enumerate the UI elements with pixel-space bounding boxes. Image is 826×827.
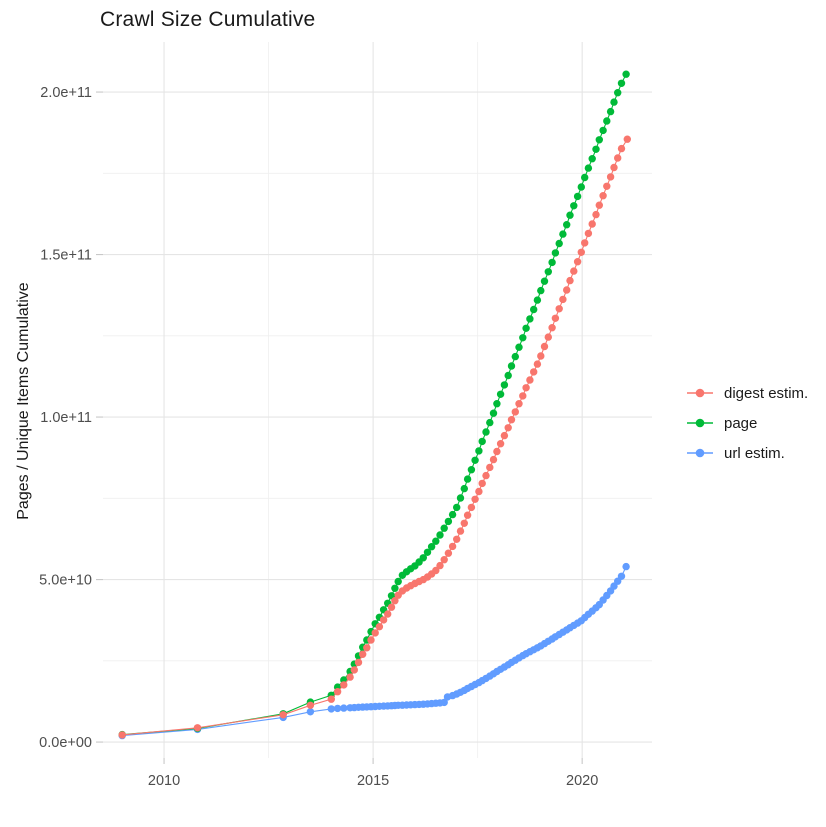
legend-label: digest estim.	[724, 384, 809, 402]
legend-item-url-estim: url estim.	[686, 438, 808, 468]
series-digest-estim	[118, 135, 631, 739]
legend-key-line-dot-icon	[687, 418, 713, 428]
y-tick-labels: 0.0e+00 5.0e+10 1.0e+11 1.5e+11 2.0e+11	[39, 85, 92, 751]
svg-text:2015: 2015	[357, 773, 389, 789]
svg-text:5.0e+10: 5.0e+10	[39, 573, 92, 589]
legend-key-line-dot-icon	[687, 448, 713, 458]
series-page	[118, 70, 630, 739]
legend-label: page	[724, 414, 758, 432]
legend-label: url estim.	[724, 444, 785, 462]
major-gridlines	[103, 42, 652, 758]
svg-text:2.0e+11: 2.0e+11	[40, 85, 92, 101]
svg-text:1.5e+11: 1.5e+11	[40, 248, 92, 264]
svg-text:2020: 2020	[566, 773, 598, 789]
minor-gridlines	[103, 42, 652, 758]
legend-item-page: page	[686, 408, 808, 438]
legend-key-line-dot-icon	[687, 388, 713, 398]
chart-title: Crawl Size Cumulative	[100, 8, 316, 31]
y-axis-title: Pages / Unique Items Cumulative	[15, 282, 32, 520]
legend-item-digest-estim: digest estim.	[686, 378, 808, 408]
series-url-estim	[118, 562, 630, 740]
svg-text:0.0e+00: 0.0e+00	[39, 735, 92, 751]
legend: digest estim. page url estim.	[686, 378, 808, 468]
svg-text:1.0e+11: 1.0e+11	[40, 410, 92, 426]
x-tick-labels: 2010 2015 2020	[148, 773, 598, 789]
svg-text:2010: 2010	[148, 773, 180, 789]
axis-ticks	[96, 91, 583, 764]
